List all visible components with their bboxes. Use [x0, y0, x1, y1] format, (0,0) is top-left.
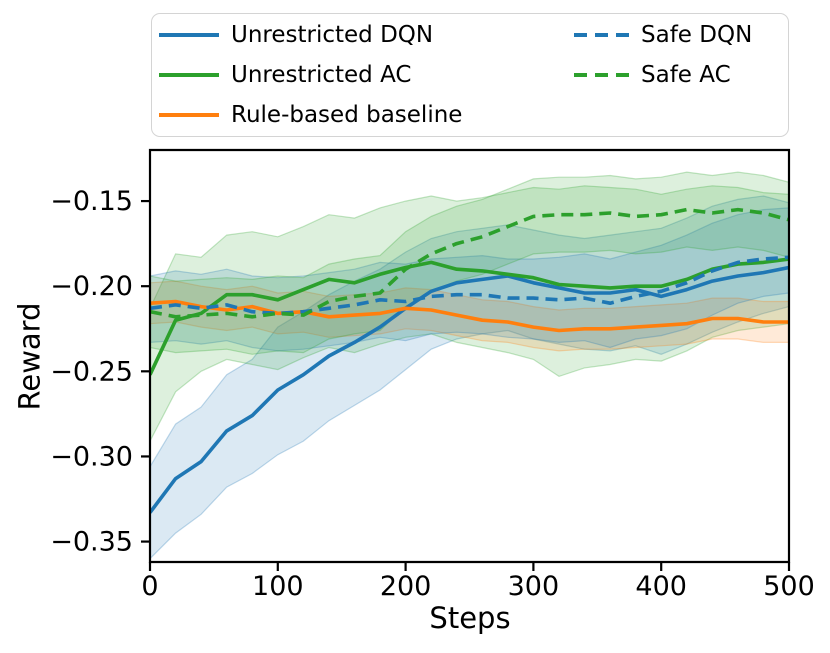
series-line-safe-dqn: [150, 255, 789, 316]
legend-label: Unrestricted DQN: [231, 21, 434, 48]
x-tick-label: 400: [635, 571, 687, 602]
legend-line-sample-unrestricted-ac: [159, 73, 219, 77]
x-tick-label: 300: [508, 571, 560, 602]
legend-label: Rule-based baseline: [231, 101, 463, 128]
legend-line-sample-unrestricted-dqn: [159, 33, 219, 37]
confidence-band-unrestricted-ac: [150, 185, 789, 442]
legend-entry-rule-based-baseline: Rule-based baseline: [159, 95, 462, 135]
x-tick-label: 500: [763, 571, 815, 602]
legend-label: Unrestricted AC: [231, 61, 412, 88]
y-tick-label: −0.30: [50, 441, 133, 472]
legend-line-sample-safe-dqn: [574, 33, 629, 37]
legend-entry-safe-dqn: Safe DQN: [574, 15, 752, 55]
legend-line-sample-safe-ac: [574, 73, 629, 77]
x-tick-label: 0: [141, 571, 158, 602]
series-line-unrestricted-dqn: [150, 265, 789, 514]
legend-column-1: Unrestricted DQN Unrestricted AC Rule-ba…: [159, 15, 462, 135]
legend-box: Unrestricted DQN Unrestricted AC Rule-ba…: [151, 13, 789, 137]
legend-entry-unrestricted-dqn: Unrestricted DQN: [159, 15, 462, 55]
confidence-band-safe-ac: [150, 171, 789, 355]
y-axis-label: Reward: [12, 302, 47, 411]
legend-line-sample-rule-based-baseline: [159, 113, 219, 117]
legend-entry-safe-ac: Safe AC: [574, 55, 752, 95]
x-tick-label: 200: [380, 571, 432, 602]
series-line-rule-based-baseline: [150, 299, 789, 333]
legend-label: Safe DQN: [641, 21, 753, 48]
legend-label: Safe AC: [641, 61, 731, 88]
y-tick-label: −0.35: [50, 527, 133, 558]
series-line-unrestricted-ac: [150, 257, 789, 376]
x-tick-label: 100: [252, 571, 304, 602]
series-line-safe-ac: [150, 207, 789, 319]
y-tick-label: −0.25: [50, 356, 133, 387]
legend-entry-unrestricted-ac: Unrestricted AC: [159, 55, 462, 95]
legend-column-2: Safe DQN Safe AC: [574, 15, 752, 95]
y-tick-label: −0.15: [50, 186, 133, 217]
y-tick-label: −0.20: [50, 271, 133, 302]
x-axis-label: Steps: [429, 601, 511, 635]
